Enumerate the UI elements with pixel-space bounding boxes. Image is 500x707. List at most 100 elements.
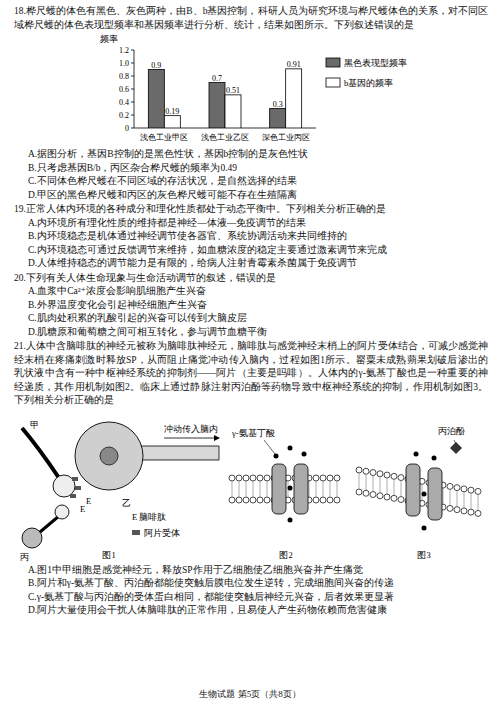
question-stem: 19.正常人体内环境的各种成分和理化性质都处于动态平衡中。下列相关分析正确的是 — [14, 203, 488, 217]
lipid-head — [313, 475, 319, 481]
lipid-tail — [401, 480, 402, 496]
nucleus — [100, 447, 118, 465]
question: 21.人体中含脑啡肽的神经元被称为脑啡肽神经元，脑啡肽与感觉神经末梢上的阿片受体… — [14, 340, 488, 618]
bar-chart: 频率00.20.40.60.81.01.2浅色工业甲区0.90.19浅色工业乙区… — [96, 32, 426, 148]
tick — [131, 89, 134, 90]
opioid-receptor — [75, 486, 81, 490]
lipid-head — [447, 505, 453, 511]
lipid-tail — [309, 481, 310, 497]
lipid-head — [334, 475, 340, 481]
lipid-tail — [323, 481, 324, 497]
option: C.不同体色桦尺蠖在不同区域的存活状况，是自然选择的结果 — [14, 175, 488, 189]
footer: 生物试题 第5页（共8页） — [0, 688, 500, 701]
option: D.肌糖原和葡萄糖之间可相互转化，参与调节血糖平衡 — [14, 326, 488, 340]
data-label: 0.7 — [212, 74, 222, 83]
option: A.内环境所有理化性质的维持都是神经—体液—免疫调节的结果 — [14, 217, 488, 231]
molecule — [432, 455, 437, 460]
data-label: 0.19 — [165, 107, 179, 116]
question: 18.桦尺蠖的体色有黑色、灰色两种，由B、b基因控制，科研人员为研究环境与桦尺蠖… — [14, 5, 488, 202]
figure-label: 甲 — [30, 420, 39, 430]
opioid-receptor — [72, 477, 78, 481]
lipid-head — [468, 509, 474, 515]
question: 19.正常人体内环境的各种成分和理化性质都处于动态平衡中。下列相关分析正确的是A… — [14, 203, 488, 271]
tick-label: 1.0 — [119, 59, 129, 68]
terminal-bing — [55, 505, 69, 519]
lipid-head — [229, 475, 235, 481]
figure-label: E — [86, 496, 91, 506]
lipid-head — [250, 475, 256, 481]
lipid-tail — [394, 479, 395, 495]
lipid-head — [236, 497, 242, 503]
tick — [131, 102, 134, 103]
figure-area: 甲乙丙冲动传入脑内EEE 脑啡肽阿片受体γ-氨基丁酸丙泊酚图1图2图3 — [14, 408, 488, 564]
lipid-head — [264, 475, 270, 481]
leader — [264, 440, 275, 454]
lipid-tail — [471, 493, 472, 509]
lipid-head — [236, 475, 242, 481]
tick-label: 0.4 — [119, 98, 129, 107]
lipid-tail — [246, 481, 247, 497]
legend-label: 黑色表现型频率 — [344, 58, 407, 68]
molecule — [414, 451, 419, 456]
lipid-head — [391, 473, 397, 479]
lipid-head — [229, 497, 235, 503]
tick — [131, 115, 134, 116]
receptor-protein — [428, 468, 442, 520]
lipid-head — [384, 472, 390, 478]
molecule — [288, 485, 293, 490]
data-label: 0.3 — [273, 100, 283, 109]
bar — [270, 109, 286, 129]
bar — [148, 70, 164, 129]
receptor-protein — [406, 464, 420, 516]
question-stem: 18.桦尺蠖的体色有黑色、灰色两种，由B、b基因控制，科研人员为研究环境与桦尺蠖… — [14, 5, 488, 32]
lipid-head — [461, 485, 467, 491]
category-label: 浅色工业乙区 — [201, 133, 249, 142]
category-label: 深色工业丙区 — [262, 133, 310, 142]
lipid-tail — [373, 475, 374, 491]
legend-swatch — [326, 78, 340, 87]
bar — [286, 69, 302, 128]
molecule — [422, 525, 427, 530]
figure-label: 丙 — [20, 552, 29, 562]
question: 20.下列有关人体生命现象与生命活动调节的叙述，错误的是A.血浆中Ca²⁺浓度会… — [14, 272, 488, 340]
data-label: 0.91 — [287, 60, 301, 69]
tick-label: 0.2 — [119, 111, 129, 120]
figure-label: E — [80, 504, 85, 514]
leader — [454, 440, 456, 444]
legend-swatch — [326, 58, 340, 67]
bar — [164, 116, 180, 128]
lipid-tail — [316, 481, 317, 497]
lipid-head — [447, 483, 453, 489]
lipid-head — [398, 474, 404, 480]
lipid-tail — [267, 481, 268, 497]
question-stem: 20.下列有关人体生命现象与生命活动调节的叙述，错误的是 — [14, 272, 488, 286]
lipid-tail — [380, 476, 381, 492]
figure-caption: 图3 — [417, 550, 430, 560]
figure-label: γ-氨基丁酸 — [231, 428, 275, 438]
lipid-head — [363, 490, 369, 496]
lipid-head — [243, 497, 249, 503]
axon-bing — [40, 516, 59, 532]
option: A.图1中甲细胞是感觉神经元，释放SP作用于乙细胞使乙细胞兴奋并产生痛觉 — [14, 564, 488, 578]
tick — [131, 50, 134, 51]
category-label: 浅色工业甲区 — [140, 133, 188, 142]
lipid-head — [468, 487, 474, 493]
molecule — [422, 491, 427, 496]
lipid-head — [356, 467, 362, 473]
lipid-head — [327, 497, 333, 503]
lipid-head — [398, 496, 404, 502]
molecule — [288, 517, 293, 522]
figure-label: 冲动传入脑内 — [164, 424, 218, 434]
y-axis — [134, 50, 135, 128]
option: D.人体维持稳态的调节能力是有限的，给病人注射青霉素杀菌属于免疫调节 — [14, 257, 488, 271]
option: D.阿片大量使用会干扰人体脑啡肽的正常作用，且易使人产生药物依赖而危害健康 — [14, 604, 488, 618]
lipid-tail — [330, 481, 331, 497]
legend-receptor — [132, 530, 140, 535]
figure-label: 乙 — [122, 498, 131, 508]
figure-caption: 图2 — [279, 550, 292, 560]
lipid-head — [475, 510, 481, 516]
lipid-head — [475, 488, 481, 494]
lipid-head — [320, 475, 326, 481]
lipid-head — [257, 475, 263, 481]
lipid-head — [454, 484, 460, 490]
